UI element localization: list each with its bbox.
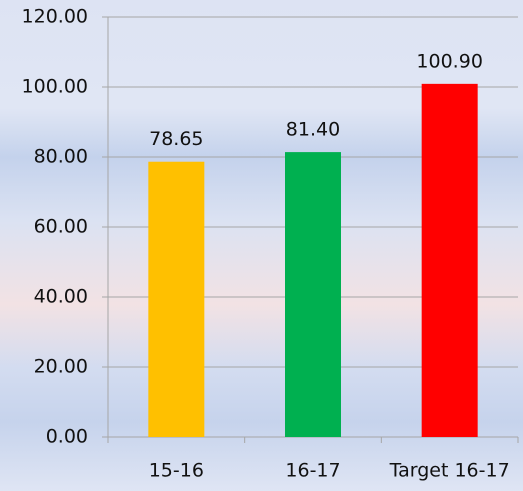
bar <box>148 161 205 437</box>
bar <box>285 152 341 437</box>
y-tick-label: 20.00 <box>34 356 88 378</box>
data-label: 100.90 <box>416 50 482 72</box>
bar <box>421 83 478 437</box>
data-label: 78.65 <box>149 128 203 150</box>
y-tick-label: 100.00 <box>22 76 88 98</box>
y-tick-label: 60.00 <box>34 216 88 238</box>
x-tick-label: 16-17 <box>285 460 340 482</box>
x-tick-label: Target 16-17 <box>389 460 510 482</box>
x-tick-label: 15-16 <box>149 460 204 482</box>
y-tick-label: 0.00 <box>46 426 88 448</box>
y-tick-label: 40.00 <box>34 286 88 308</box>
y-tick-label: 120.00 <box>22 6 88 28</box>
y-tick-label: 80.00 <box>34 146 88 168</box>
data-label: 81.40 <box>286 119 340 141</box>
